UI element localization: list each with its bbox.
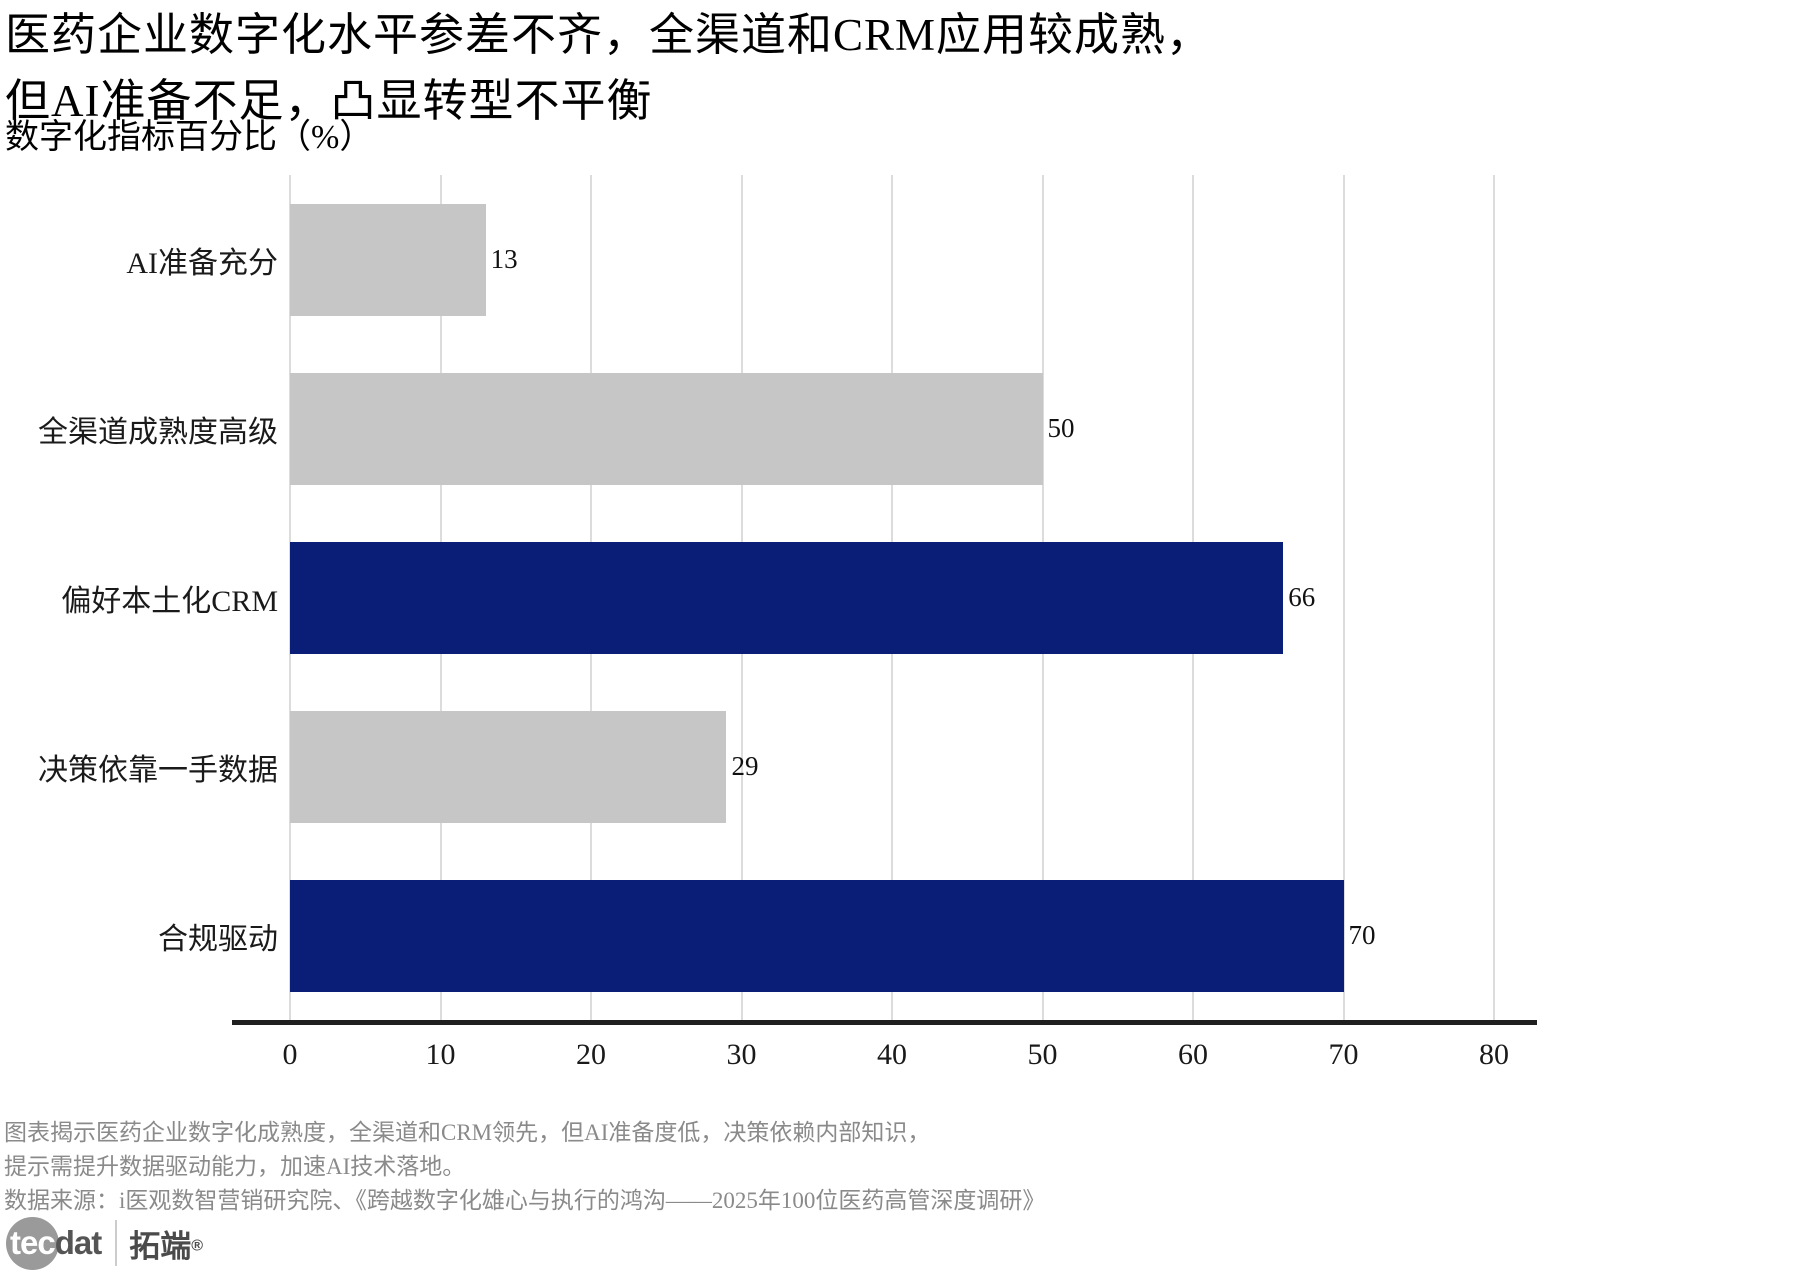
logo-text-chinese: 拓端® (129, 1228, 203, 1264)
bar (290, 372, 1043, 485)
footer-notes: 图表揭示医药企业数字化成熟度，全渠道和CRM领先，但AI准备度低，决策依赖内部知… (4, 1116, 1045, 1218)
category-label: 偏好本土化CRM (61, 584, 278, 618)
value-label: 66 (1288, 582, 1316, 612)
bar-chart-plot-area: 0 10 20 30 40 50 60 70 80 AI准备充分 13 全渠道成熟度高级 50 偏好本土化… (38, 175, 1509, 1071)
bar (290, 879, 1344, 992)
chart-subtitle: 数字化指标百分比（%） (5, 119, 374, 156)
category-label: AI准备充分 (126, 246, 278, 280)
bar-row: 决策依靠一手数据 29 (38, 682, 1494, 851)
x-axis-tick-label: 60 (1178, 1038, 1208, 1071)
value-label: 13 (490, 244, 518, 274)
bar-row: AI准备充分 13 (126, 175, 1494, 344)
gridline (1493, 175, 1495, 1020)
gridline (1342, 175, 1345, 1020)
category-label: 合规驱动 (158, 922, 278, 956)
x-axis-tick-label: 20 (576, 1038, 606, 1071)
bar-row: 偏好本土化CRM 66 (61, 513, 1494, 682)
x-axis-tick-label: 80 (1479, 1038, 1509, 1071)
chart-title-line-2: 但AI准备不足，凸显转型不平衡 (5, 76, 653, 126)
bar-row: 全渠道成熟度高级 50 (38, 344, 1494, 513)
registered-trademark-icon: ® (191, 1237, 203, 1255)
footer-note-line-1: 图表揭示医药企业数字化成熟度，全渠道和CRM领先，但AI准备度低，决策依赖内部知… (4, 1120, 931, 1145)
logo-text-tec: tec (10, 1224, 56, 1261)
bar (290, 541, 1284, 654)
x-axis-tick-label: 50 (1027, 1038, 1058, 1071)
tecdat-logo-mark: tec dat (6, 1216, 102, 1270)
footer-note-line-2: 提示需提升数据驱动能力，加速AI技术落地。 (4, 1154, 466, 1179)
bar-row: 合规驱动 70 (158, 851, 1494, 1020)
x-axis-tick-label: 0 (282, 1038, 298, 1071)
logo-text-dat: dat (54, 1224, 102, 1261)
value-label: 29 (731, 751, 759, 781)
data-source-note: 数据来源：i医观数智营销研究院、《跨越数字化雄心与执行的鸿沟——2025年100… (4, 1188, 1046, 1213)
x-axis-tick-label: 40 (877, 1038, 907, 1071)
value-label: 70 (1348, 920, 1376, 950)
chart-title-line-1: 医药企业数字化水平参差不齐，全渠道和CRM应用较成熟， (5, 10, 1213, 60)
value-label: 50 (1047, 413, 1075, 443)
category-label: 决策依靠一手数据 (38, 753, 278, 787)
x-axis-tick-label: 10 (425, 1038, 456, 1071)
x-axis-tick-label: 30 (726, 1038, 757, 1071)
logo-circle-icon (6, 1217, 59, 1270)
bar (290, 203, 486, 316)
tecdat-logo: tec dat 拓端® (6, 1216, 203, 1270)
bar (290, 710, 727, 823)
x-axis-line (232, 1020, 1537, 1025)
x-axis-tick-label: 70 (1328, 1038, 1359, 1071)
category-label: 全渠道成熟度高级 (38, 415, 278, 449)
logo-divider (115, 1220, 118, 1266)
chart-title: 医药企业数字化水平参差不齐，全渠道和CRM应用较成熟， 但AI准备不足，凸显转型… (5, 2, 1212, 134)
